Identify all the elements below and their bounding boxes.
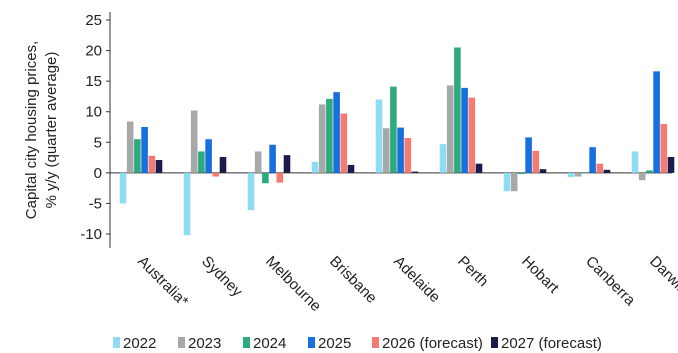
bar	[347, 164, 355, 173]
legend-swatch	[372, 337, 379, 348]
bar	[454, 47, 461, 173]
category-label: Sydney	[198, 253, 246, 301]
bar	[660, 123, 668, 173]
bar	[148, 155, 156, 173]
bar	[311, 161, 319, 173]
bar	[190, 110, 198, 173]
y-tick-label: 0	[94, 165, 102, 182]
legend-swatch	[243, 337, 250, 348]
bar	[326, 98, 333, 173]
bar	[468, 97, 476, 173]
bar	[283, 155, 291, 173]
bar	[247, 172, 255, 211]
y-tick-label: 20	[85, 43, 102, 60]
bar	[382, 128, 390, 173]
legend-swatch	[308, 337, 315, 348]
bar	[510, 172, 518, 192]
category-label: Melbourne	[262, 253, 324, 315]
category-labels: Australia* Sydney Melbourne Brisbane Adelaid…	[134, 253, 678, 315]
legend-swatch	[491, 337, 498, 348]
bar	[631, 151, 639, 173]
bar	[532, 150, 540, 173]
bar	[254, 151, 262, 173]
bar	[276, 172, 284, 183]
bar	[212, 172, 220, 177]
bars	[119, 47, 675, 236]
bar	[126, 121, 134, 173]
bar	[397, 127, 404, 173]
y-tick-label: 25	[85, 12, 102, 29]
bar	[198, 151, 205, 173]
category-label: Australia*	[134, 253, 192, 311]
bar	[318, 104, 326, 173]
legend-label: 2026 (forecast)	[382, 335, 483, 352]
bar	[333, 92, 340, 173]
legend-label: 2027 (forecast)	[501, 335, 602, 352]
bar	[603, 169, 611, 173]
category-label: Darwin	[646, 253, 678, 298]
y-tick-label: 15	[85, 73, 102, 90]
y-axis-title-line: % y/y (quarter average)	[43, 52, 60, 209]
category-label: Hobart	[518, 253, 562, 297]
category-label: Adelaide	[390, 253, 443, 306]
y-axis-title-line: Capital city housing prices,	[23, 41, 40, 219]
y-tick-label: -5	[89, 195, 102, 212]
bar	[503, 172, 511, 192]
y-tick-label: 10	[85, 104, 102, 121]
bar	[446, 85, 454, 173]
bar	[567, 172, 575, 178]
bar	[375, 99, 383, 173]
y-tick-label: -10	[80, 226, 102, 243]
bar	[525, 137, 532, 173]
bar	[390, 86, 397, 173]
bar	[205, 139, 212, 173]
bar	[262, 172, 269, 184]
legend-label: 2024	[253, 335, 286, 352]
bar	[119, 172, 127, 204]
bar	[439, 144, 447, 173]
legend: 2022 2023 2024 2025 2026 (forecast) 2027 (for…	[113, 335, 602, 352]
y-tick-label: 5	[94, 134, 102, 151]
bar	[518, 172, 525, 175]
bar	[653, 71, 660, 173]
bar	[183, 172, 191, 236]
category-label: Brisbane	[326, 253, 380, 307]
category-label: Canberra	[582, 253, 639, 310]
bar	[574, 172, 582, 177]
bar	[340, 113, 348, 173]
bar	[155, 160, 163, 173]
bar	[646, 170, 653, 173]
legend-label: 2022	[123, 335, 156, 352]
legend-swatch	[113, 337, 120, 348]
bar	[475, 163, 483, 173]
bar	[134, 139, 141, 173]
y-axis-title-text: Capital city housing prices,% y/y (quart…	[23, 41, 60, 219]
legend-swatch	[178, 337, 185, 348]
bar	[589, 147, 596, 173]
bar	[667, 156, 675, 173]
bar	[269, 144, 276, 173]
bar	[141, 127, 148, 173]
y-axis-title: Capital city housing prices,% y/y (quart…	[23, 41, 60, 219]
bar	[461, 87, 468, 173]
category-label: Perth	[454, 253, 491, 290]
bar	[582, 172, 589, 174]
bar	[404, 138, 412, 173]
bar	[219, 156, 227, 173]
bar	[638, 172, 646, 181]
bar	[411, 171, 419, 173]
bar	[596, 163, 604, 173]
legend-label: 2025	[318, 335, 351, 352]
legend-label: 2023	[188, 335, 221, 352]
bar	[539, 169, 547, 173]
